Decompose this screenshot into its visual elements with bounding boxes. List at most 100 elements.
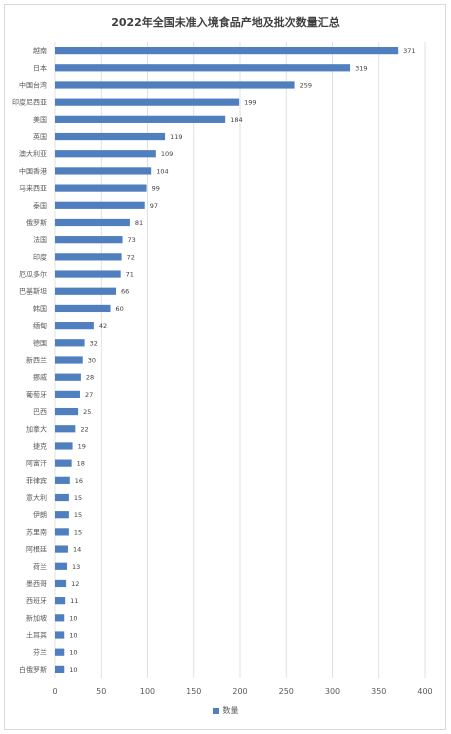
category-label: 马来西亚	[19, 185, 47, 193]
data-label: 109	[161, 150, 173, 158]
category-label: 苏里南	[26, 527, 47, 536]
data-label: 13	[72, 563, 80, 571]
data-label: 10	[69, 666, 77, 674]
category-label: 巴基斯坦	[19, 287, 47, 296]
data-label: 15	[74, 511, 82, 519]
category-label: 韩国	[33, 304, 47, 313]
category-label: 印度	[33, 252, 47, 261]
x-tick-label: 50	[96, 687, 106, 696]
bar	[55, 373, 81, 381]
category-label: 西班牙	[26, 596, 47, 605]
x-tick-label: 150	[186, 687, 201, 696]
data-label: 42	[99, 322, 107, 330]
category-label: 中国台湾	[19, 80, 47, 89]
category-label: 缅甸	[33, 321, 47, 330]
x-tick-label: 250	[279, 687, 294, 696]
chart-legend: 数量	[0, 705, 451, 716]
category-label: 墨西哥	[26, 580, 47, 588]
bar	[55, 493, 69, 502]
data-label: 97	[150, 202, 158, 210]
bar	[55, 201, 145, 209]
category-label: 芬兰	[33, 648, 47, 657]
bar	[55, 407, 79, 416]
data-label: 10	[69, 649, 77, 657]
bar	[55, 562, 68, 570]
category-label: 加拿大	[26, 424, 47, 433]
data-label: 16	[75, 477, 83, 485]
category-label: 菲律宾	[26, 476, 47, 485]
data-label: 81	[135, 219, 143, 227]
category-label: 土耳其	[26, 631, 47, 640]
bar	[55, 132, 166, 141]
category-label: 伊朗	[33, 510, 47, 519]
category-label: 澳大利亚	[19, 149, 47, 158]
category-label: 德国	[33, 338, 47, 347]
data-label: 371	[403, 47, 415, 55]
legend-label: 数量	[222, 706, 239, 715]
bar	[55, 442, 73, 450]
bar	[55, 648, 65, 656]
bar	[55, 476, 70, 484]
data-label: 27	[85, 391, 93, 399]
data-label: 199	[244, 99, 256, 107]
bar	[55, 579, 67, 588]
category-label: 白俄罗斯	[19, 665, 47, 674]
category-label: 英国	[33, 132, 47, 141]
bar	[55, 304, 111, 313]
bar	[55, 597, 66, 605]
data-label: 119	[170, 133, 182, 141]
data-label: 22	[80, 425, 88, 433]
bar	[55, 184, 147, 192]
bar	[55, 64, 351, 72]
bar	[55, 614, 65, 622]
category-label: 泰国	[33, 201, 47, 210]
category-label: 巴西	[33, 408, 47, 416]
category-label: 法国	[33, 235, 47, 244]
bar	[55, 46, 399, 55]
category-label: 越南	[33, 46, 47, 55]
category-label: 阿根廷	[26, 545, 47, 554]
bar	[55, 98, 240, 106]
category-label: 挪威	[33, 373, 47, 382]
category-label: 俄罗斯	[26, 218, 47, 227]
category-label: 中国香港	[19, 166, 47, 175]
data-label: 104	[156, 167, 168, 175]
data-label: 30	[88, 357, 96, 365]
bar	[55, 459, 72, 467]
data-label: 15	[74, 528, 82, 536]
legend-swatch	[212, 707, 219, 714]
bar	[55, 236, 123, 244]
category-label: 美国	[33, 115, 47, 124]
category-label: 日本	[33, 63, 47, 72]
data-label: 73	[128, 236, 136, 244]
bar	[55, 528, 69, 536]
data-label: 25	[83, 408, 91, 416]
chart-frame	[4, 4, 446, 730]
bar	[55, 425, 76, 433]
data-label: 184	[230, 116, 242, 124]
data-label: 99	[152, 185, 160, 193]
bar	[55, 631, 65, 639]
data-label: 14	[73, 546, 81, 554]
bar	[55, 511, 69, 519]
x-tick-label: 350	[371, 687, 386, 696]
bar	[55, 287, 117, 295]
data-label: 12	[71, 580, 79, 588]
data-label: 71	[126, 271, 134, 279]
data-label: 66	[121, 288, 129, 296]
x-tick-label: 100	[140, 687, 155, 696]
bar	[55, 115, 226, 123]
bar	[55, 218, 130, 227]
bar	[55, 150, 156, 158]
bar	[55, 322, 94, 330]
data-label: 18	[77, 460, 85, 468]
category-label: 厄瓜多尔	[19, 270, 47, 279]
x-tick-label: 400	[417, 687, 432, 696]
bar	[55, 270, 121, 278]
data-label: 10	[69, 614, 77, 622]
category-label: 新西兰	[26, 356, 47, 365]
bar	[55, 339, 85, 347]
bar	[55, 665, 65, 674]
x-tick-label: 300	[325, 687, 340, 696]
